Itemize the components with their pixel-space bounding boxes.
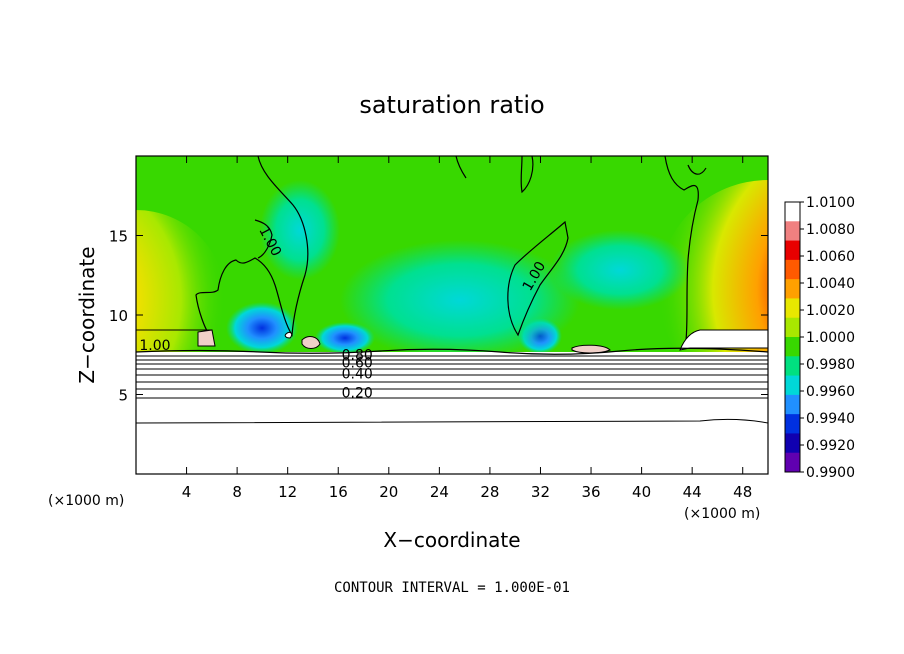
colorbar-segment [785, 202, 800, 222]
colorbar-segment [785, 452, 800, 473]
contour-line-strat-9 [136, 418, 768, 424]
colorbar-label: 1.0040 [806, 276, 855, 292]
contour-line-100-c [507, 220, 569, 337]
colorbar-label: 1.0000 [806, 330, 855, 346]
colorbar-label: 0.9900 [806, 465, 855, 481]
y-axis-label: Z−coordinate [75, 246, 99, 383]
colorbar-label: 1.0080 [806, 222, 855, 238]
contour-label: 0.20 [342, 386, 373, 402]
contour-label: 0.80 [342, 348, 373, 364]
colorbar-segment [785, 375, 800, 396]
x-unit-label-right: (×1000 m) [684, 506, 760, 522]
x-tick-label: 28 [480, 483, 499, 501]
blob-3 [571, 344, 611, 354]
x-tick-label: 36 [581, 483, 600, 501]
colorbar: 1.0100 1.0080 1.0060 1.0040 1.0020 1.0000 0.99… [784, 195, 855, 481]
contour-line-100-b [254, 219, 273, 259]
colorbar-label: 1.0100 [806, 195, 855, 211]
colorbar-segment [785, 240, 800, 261]
blob-2 [301, 336, 321, 349]
contour-line-100-d [520, 156, 534, 194]
colorbar-label: 1.0060 [806, 249, 855, 265]
contour-interval-note: CONTOUR INTERVAL = 1.000E-01 [334, 580, 570, 596]
colorbar-label: 1.0020 [806, 303, 855, 319]
x-tick-label: 48 [733, 483, 752, 501]
colorbar-segment [785, 414, 800, 434]
contour-label: 1.00 [139, 338, 170, 354]
x-tick-label: 4 [182, 483, 192, 501]
colorbar-label: 0.9960 [806, 384, 855, 400]
colorbar-segment [785, 394, 800, 415]
contour-boundary [136, 347, 768, 355]
field-lower-layer [136, 352, 768, 474]
y-tick-label: 15 [109, 228, 128, 246]
contour-label: 0.60 [342, 355, 373, 371]
colorbar-segment [785, 298, 800, 319]
x-tick-label: 8 [232, 483, 242, 501]
blob-4 [284, 331, 293, 339]
x-tick-label: 20 [379, 483, 398, 501]
contour-label: 0.40 [342, 367, 373, 383]
colorbar-segment [785, 433, 800, 454]
colorbar-segment [785, 337, 800, 357]
x-tick-label: 44 [683, 483, 702, 501]
contour-line-100-e [455, 156, 467, 179]
y-tick-label: 5 [118, 387, 128, 405]
x-unit-label-left: (×1000 m) [48, 493, 124, 509]
colorbar-segment [785, 317, 800, 338]
chart-title: saturation ratio [359, 91, 544, 119]
contour-line-100-f [664, 156, 699, 341]
colorbar-segment [785, 356, 800, 377]
x-axis-label: X−coordinate [383, 528, 520, 552]
colorbar-label: 0.9980 [806, 357, 855, 373]
y-tick-label: 10 [109, 307, 128, 325]
x-tick-label: 24 [430, 483, 449, 501]
x-tick-label: 16 [329, 483, 348, 501]
plot-area: 1.001.001.000.800.600.400.20 [136, 156, 768, 474]
contour-line-100-a [195, 156, 309, 337]
cool-region-4 [340, 240, 580, 360]
cool-region-1 [226, 302, 298, 354]
cool-region-6 [260, 180, 340, 280]
colorbar-label: 0.9940 [806, 411, 855, 427]
x-tick-label: 32 [531, 483, 550, 501]
x-tick-label: 12 [278, 483, 297, 501]
blob-1 [197, 329, 216, 347]
cool-region-5 [550, 230, 690, 310]
colorbar-segment [785, 221, 800, 242]
colorbar-segment [785, 279, 800, 299]
colorbar-label: 0.9920 [806, 438, 855, 454]
x-tick-label: 40 [632, 483, 651, 501]
stratified-contours [136, 347, 768, 424]
blob-5 [679, 329, 768, 351]
colorbar-segment [785, 259, 800, 280]
contour-line-100-g [687, 164, 707, 175]
